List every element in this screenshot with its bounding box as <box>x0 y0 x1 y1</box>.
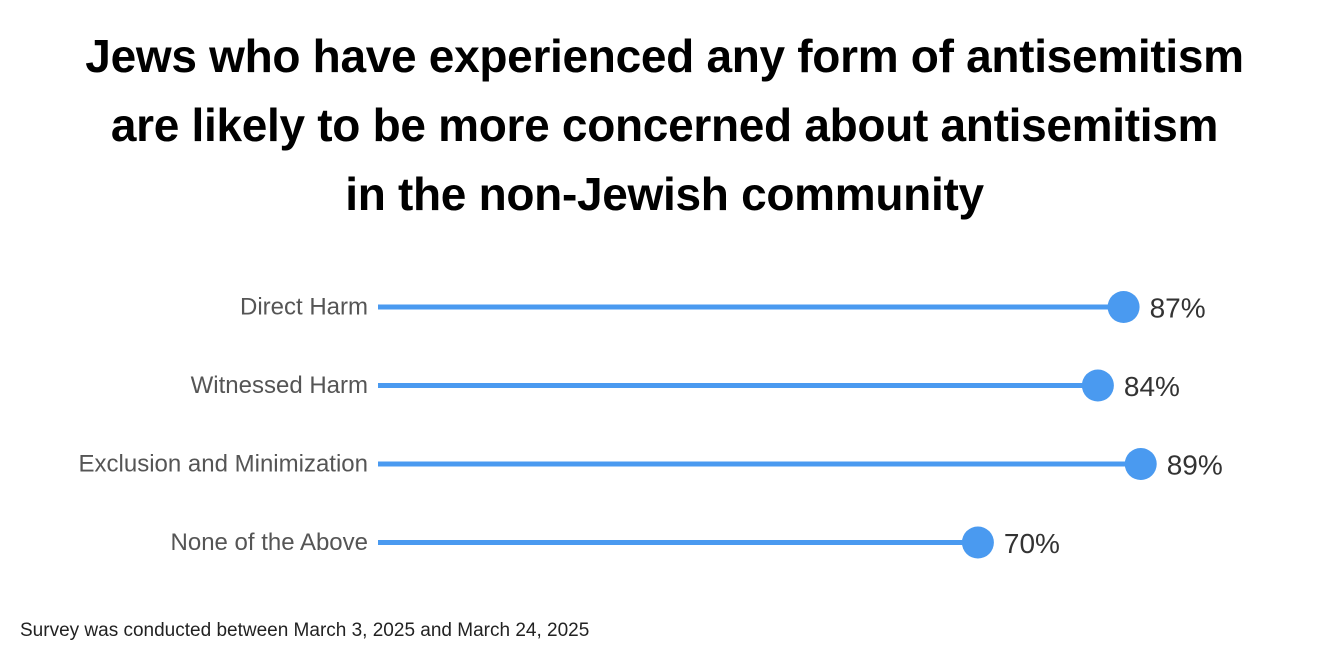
value-label-direct-harm: 87% <box>1150 293 1206 324</box>
category-label-witnessed-harm: Witnessed Harm <box>191 372 368 399</box>
footnote: Survey was conducted between March 3, 20… <box>20 620 590 641</box>
value-label-exclusion-and-minimization: 89% <box>1167 450 1223 481</box>
point-direct-harm <box>1107 291 1140 323</box>
point-witnessed-harm <box>1081 369 1114 402</box>
value-label-witnessed-harm: 84% <box>1124 371 1180 402</box>
point-exclusion-and-minimization <box>1124 448 1157 480</box>
title-line-3: in the non-Jewish community <box>345 168 984 220</box>
row-none-of-the-above: None of the Above 70% <box>171 526 1060 559</box>
category-label-none-of-the-above: None of the Above <box>171 529 368 556</box>
category-label-direct-harm: Direct Harm <box>240 294 368 321</box>
title-line-2: are likely to be more concerned about an… <box>110 99 1219 151</box>
row-exclusion-and-minimization: Exclusion and Minimization 89% <box>79 448 1223 481</box>
row-direct-harm: Direct Harm 87% <box>240 291 1206 324</box>
title-line-1: Jews who have experienced any form of an… <box>85 30 1244 82</box>
chart-title: Jews who have experienced any form of an… <box>0 22 1329 229</box>
value-label-none-of-the-above: 70% <box>1004 528 1060 559</box>
category-label-exclusion-and-minimization: Exclusion and Minimization <box>79 451 368 478</box>
point-none-of-the-above <box>961 526 994 559</box>
row-witnessed-harm: Witnessed Harm 84% <box>191 369 1180 402</box>
